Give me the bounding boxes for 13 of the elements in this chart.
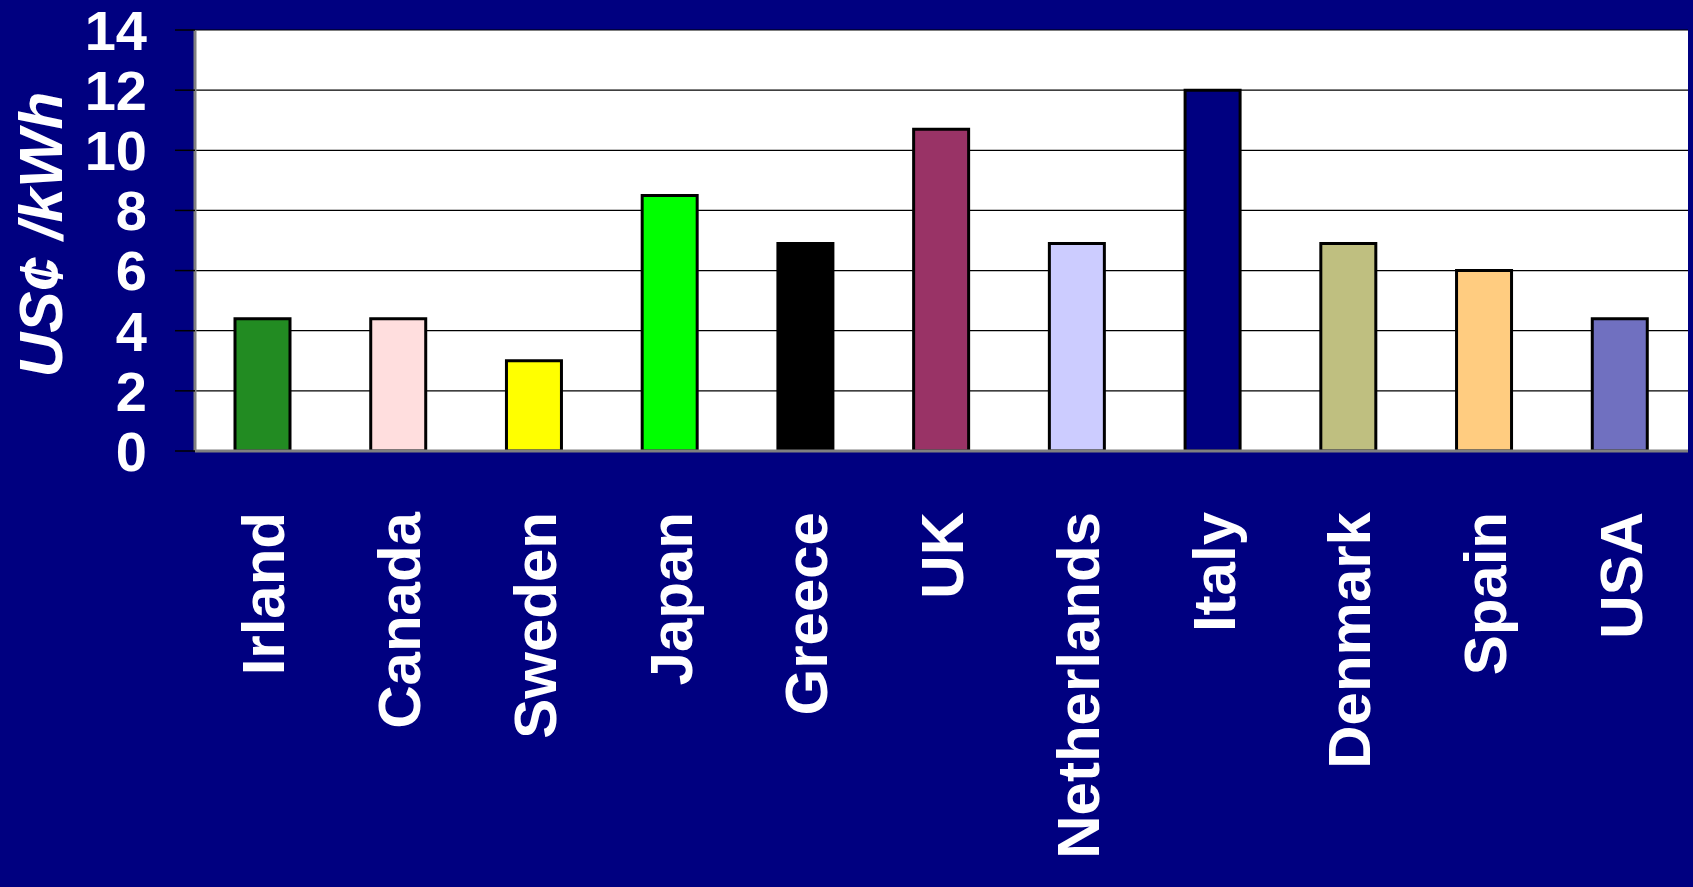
x-tick-label: Netherlands [1044, 512, 1112, 859]
x-tick-label: Denmark [1316, 511, 1384, 769]
x-tick-label: USA [1587, 512, 1655, 639]
x-tick-label: Irland [230, 512, 298, 676]
x-tick-label: Italy [1180, 511, 1248, 633]
x-tick-label: UK [909, 512, 977, 599]
x-tick-label: Spain [1452, 512, 1520, 676]
y-tick-label: 14 [84, 0, 147, 62]
x-tick-label: Japan [637, 512, 705, 686]
x-tick-label: Greece [773, 512, 841, 716]
x-tick-label: Canada [366, 511, 434, 729]
x-tick-label: Sweden [501, 512, 569, 739]
y-axis-title: US¢ /kWh [6, 91, 76, 378]
